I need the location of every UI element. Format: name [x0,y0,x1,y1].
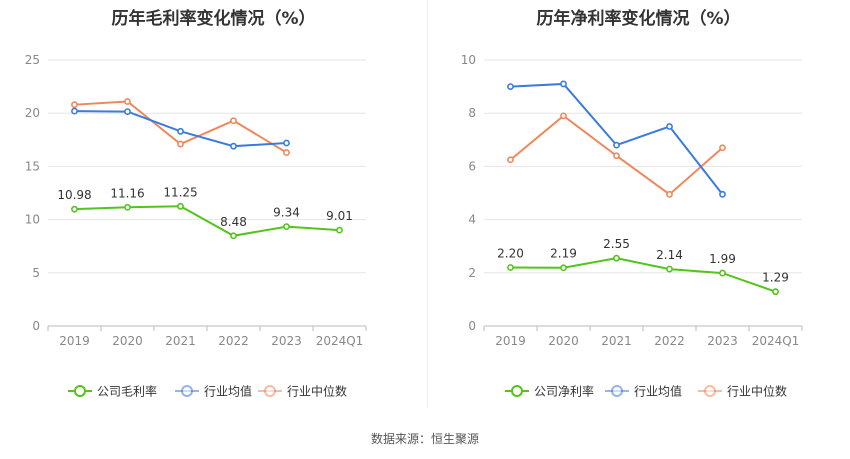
y-tick-label: 10 [25,213,40,227]
y-tick-label: 10 [461,53,476,67]
data-point [336,226,343,234]
data-point [71,205,78,213]
data-point [230,232,237,240]
x-tick-label: 2024Q1 [316,334,364,348]
data-point [560,112,567,120]
data-label: 2.55 [603,237,630,251]
legend-marker [74,385,86,397]
data-point [124,108,131,116]
x-tick-label: 2022 [654,334,685,348]
data-point [719,269,726,277]
legend-marker [611,385,623,397]
x-tick-label: 2019 [495,334,526,348]
data-label: 2.20 [497,246,524,260]
x-tick-label: 2023 [707,334,738,348]
net-margin-chart: 0 2 4 6 8 10 2019 2020 2021 2022 2023 2024Q1 2.20 2.1… [461,53,803,399]
data-label: 9.01 [326,209,353,223]
data-point [283,223,290,231]
data-label: 10.98 [57,188,91,202]
data-point [177,140,184,148]
data-point [666,265,673,273]
data-label: 2.14 [656,248,683,262]
x-tick-label: 2020 [112,334,143,348]
data-label: 2.19 [550,247,577,261]
legend-marker [181,385,193,397]
chart-title-gross-margin: 历年毛利率变化情况（%） [111,9,316,29]
data-point [507,83,514,90]
y-tick-label: 20 [25,106,40,120]
series-line [74,205,340,237]
data-source-note: 数据来源：恒生聚源 [370,432,479,446]
y-tick-label: 5 [32,266,40,280]
panel-divider [427,0,428,408]
data-point [560,80,567,88]
data-label: 9.34 [273,206,300,220]
data-point [507,264,514,271]
data-point [719,144,726,152]
legend-marker [264,385,276,397]
chart-title-net-margin: 历年净利率变化情况（%） [536,9,741,29]
legend-label: 行业均值 [634,384,682,399]
x-tick-label: 2021 [601,334,632,348]
legend-label: 行业中位数 [287,384,347,399]
x-tick-label: 2022 [218,334,249,348]
legend-label: 行业均值 [204,384,252,399]
data-point [719,190,726,198]
data-point [283,149,290,156]
data-point [283,139,290,147]
legend-label: 行业中位数 [727,384,787,399]
data-point [507,156,514,164]
y-tick-label: 2 [468,266,476,280]
y-tick-label: 0 [32,319,40,333]
data-point [613,152,620,160]
data-point [613,254,620,262]
data-point [666,123,673,130]
x-tick-label: 2021 [165,334,196,348]
data-point [124,203,131,211]
data-point [177,202,184,210]
x-tick-label: 2020 [548,334,579,348]
data-point [560,264,567,272]
data-label: 11.16 [110,186,144,200]
data-point [772,288,779,296]
data-label: 8.48 [220,215,247,229]
legend-marker [704,385,716,397]
y-tick-label: 15 [25,159,40,173]
data-label: 1.29 [762,271,789,285]
y-tick-label: 6 [468,159,476,173]
legend-label: 公司毛利率 [97,384,157,399]
data-point [177,127,184,135]
series-line [510,82,724,195]
x-tick-label: 2019 [59,334,90,348]
legend-marker [511,385,523,397]
data-point [666,190,673,198]
data-point [230,142,237,150]
y-tick-label: 0 [468,319,476,333]
data-point [230,117,237,125]
data-label: 11.25 [163,185,197,199]
data-point [613,141,620,149]
data-point [71,107,78,115]
gross-margin-chart: 0 5 10 15 20 25 2019 2020 2021 2022 2023 2024Q1 10.9… [25,53,367,399]
legend-label: 公司净利率 [534,384,594,399]
data-point [124,98,131,105]
y-tick-label: 8 [468,106,476,120]
data-label: 1.99 [709,252,736,266]
data-point [71,101,78,109]
x-tick-label: 2024Q1 [752,334,800,348]
x-tick-label: 2023 [271,334,302,348]
y-tick-label: 4 [468,213,476,227]
y-tick-label: 25 [25,53,40,67]
series-line [510,257,776,293]
